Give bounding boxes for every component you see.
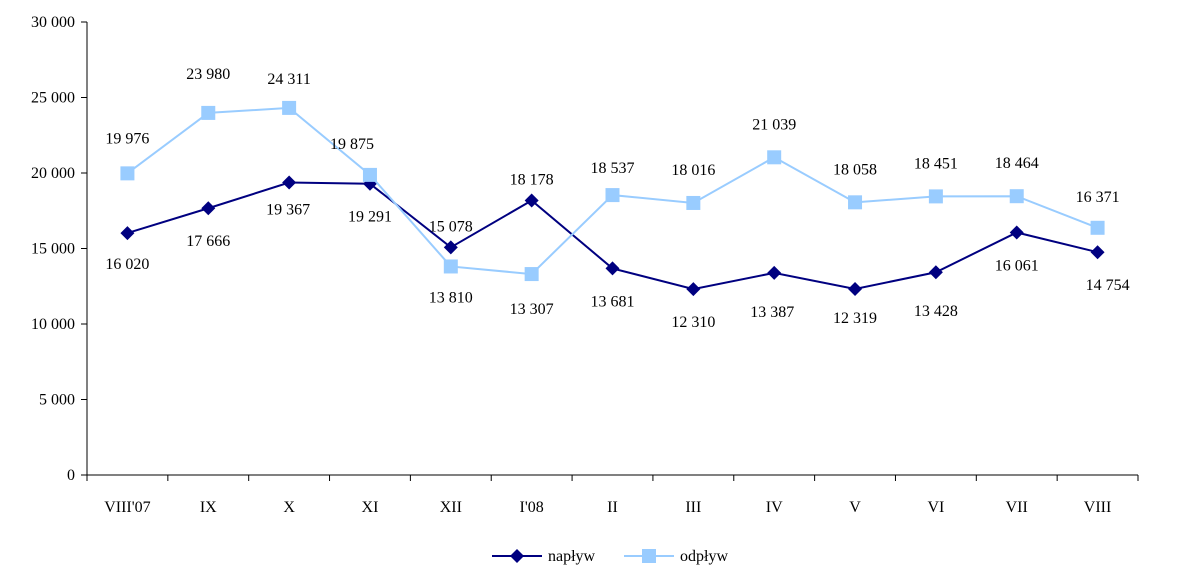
data-point-marker xyxy=(1090,245,1105,260)
x-tick-label: IX xyxy=(200,499,217,516)
legend-marker xyxy=(642,549,656,563)
data-label: 19 367 xyxy=(266,202,310,219)
y-tick-label: 0 xyxy=(67,467,75,484)
x-tick-label: XI xyxy=(362,499,379,516)
data-point-marker xyxy=(767,150,782,165)
data-label: 21 039 xyxy=(752,116,796,133)
data-point-marker xyxy=(282,175,297,190)
x-tick-label: XII xyxy=(440,499,462,516)
data-point-marker xyxy=(201,105,216,120)
series-inflow xyxy=(120,175,1105,297)
y-tick-label: 25 000 xyxy=(31,90,75,107)
data-label: 16 371 xyxy=(1076,189,1120,206)
data-point-marker xyxy=(1090,220,1105,235)
data-label: 18 537 xyxy=(591,160,635,177)
data-label: 18 464 xyxy=(995,155,1039,172)
data-label: 18 451 xyxy=(914,155,958,172)
y-tick-label: 20 000 xyxy=(31,165,75,182)
legend-item-inflow: napływ xyxy=(492,548,596,565)
x-tick-label: VIII'07 xyxy=(104,499,150,516)
data-label: 13 307 xyxy=(510,301,554,318)
data-point-marker xyxy=(767,265,782,280)
data-label: 13 681 xyxy=(591,293,635,310)
data-point-marker xyxy=(120,226,135,241)
data-label: 13 810 xyxy=(429,289,473,306)
x-tick-label: I'08 xyxy=(520,499,544,516)
data-point-marker xyxy=(443,259,458,274)
y-tick-label: 15 000 xyxy=(31,241,75,258)
data-point-marker xyxy=(201,201,216,216)
data-label: 18 058 xyxy=(833,161,877,178)
data-label: 15 078 xyxy=(429,218,473,235)
data-label: 12 310 xyxy=(671,314,715,331)
data-point-marker xyxy=(686,195,701,210)
data-label: 14 754 xyxy=(1086,277,1130,294)
data-label: 12 319 xyxy=(833,310,877,327)
x-tick-label: X xyxy=(283,499,295,516)
data-point-marker xyxy=(1009,225,1024,240)
x-tick-label: VIII xyxy=(1084,499,1112,516)
data-label: 24 311 xyxy=(267,71,310,88)
data-point-marker xyxy=(848,281,863,296)
data-point-marker xyxy=(848,195,863,210)
data-label: 18 016 xyxy=(671,162,715,179)
data-point-marker xyxy=(605,188,620,203)
data-point-marker xyxy=(524,193,539,208)
data-label: 16 020 xyxy=(105,256,149,273)
x-tick-label: III xyxy=(685,499,701,516)
series-outflow xyxy=(120,100,1105,282)
x-tick-label: VII xyxy=(1006,499,1028,516)
data-label: 19 976 xyxy=(105,130,149,147)
series-layer xyxy=(120,100,1105,297)
data-label: 13 428 xyxy=(914,303,958,320)
x-tick-label: V xyxy=(849,499,861,516)
data-point-marker xyxy=(605,261,620,276)
data-point-marker xyxy=(524,267,539,282)
data-point-marker xyxy=(686,282,701,297)
data-label: 18 178 xyxy=(510,172,554,189)
legend: napływ odpływ xyxy=(492,548,728,565)
x-tick-label: II xyxy=(607,499,618,516)
data-label: 19 875 xyxy=(330,136,374,153)
data-point-marker xyxy=(443,240,458,255)
data-labels: 16 020 17 666 19 367 19 291 15 078 18 178 13 6… xyxy=(105,66,1129,331)
legend-item-outflow: odpływ xyxy=(624,548,728,565)
data-label: 19 291 xyxy=(348,209,392,226)
data-label: 17 666 xyxy=(186,233,230,250)
data-point-marker xyxy=(282,100,297,115)
y-tick-label: 30 000 xyxy=(31,14,75,31)
data-label: 16 061 xyxy=(995,257,1039,274)
y-tick-label: 10 000 xyxy=(31,316,75,333)
x-tick-label: VI xyxy=(927,499,944,516)
data-label: 23 980 xyxy=(186,66,230,83)
data-point-marker xyxy=(928,265,943,280)
legend-label: napływ xyxy=(548,548,596,565)
data-point-marker xyxy=(1009,189,1024,204)
data-point-marker xyxy=(362,167,377,182)
legend-marker xyxy=(510,549,524,563)
data-point-marker xyxy=(120,166,135,181)
legend-label: odpływ xyxy=(680,548,728,565)
y-tick-label: 5 000 xyxy=(39,392,75,409)
data-point-marker xyxy=(928,189,943,204)
data-label: 13 387 xyxy=(750,304,794,321)
x-tick-label: IV xyxy=(766,499,783,516)
